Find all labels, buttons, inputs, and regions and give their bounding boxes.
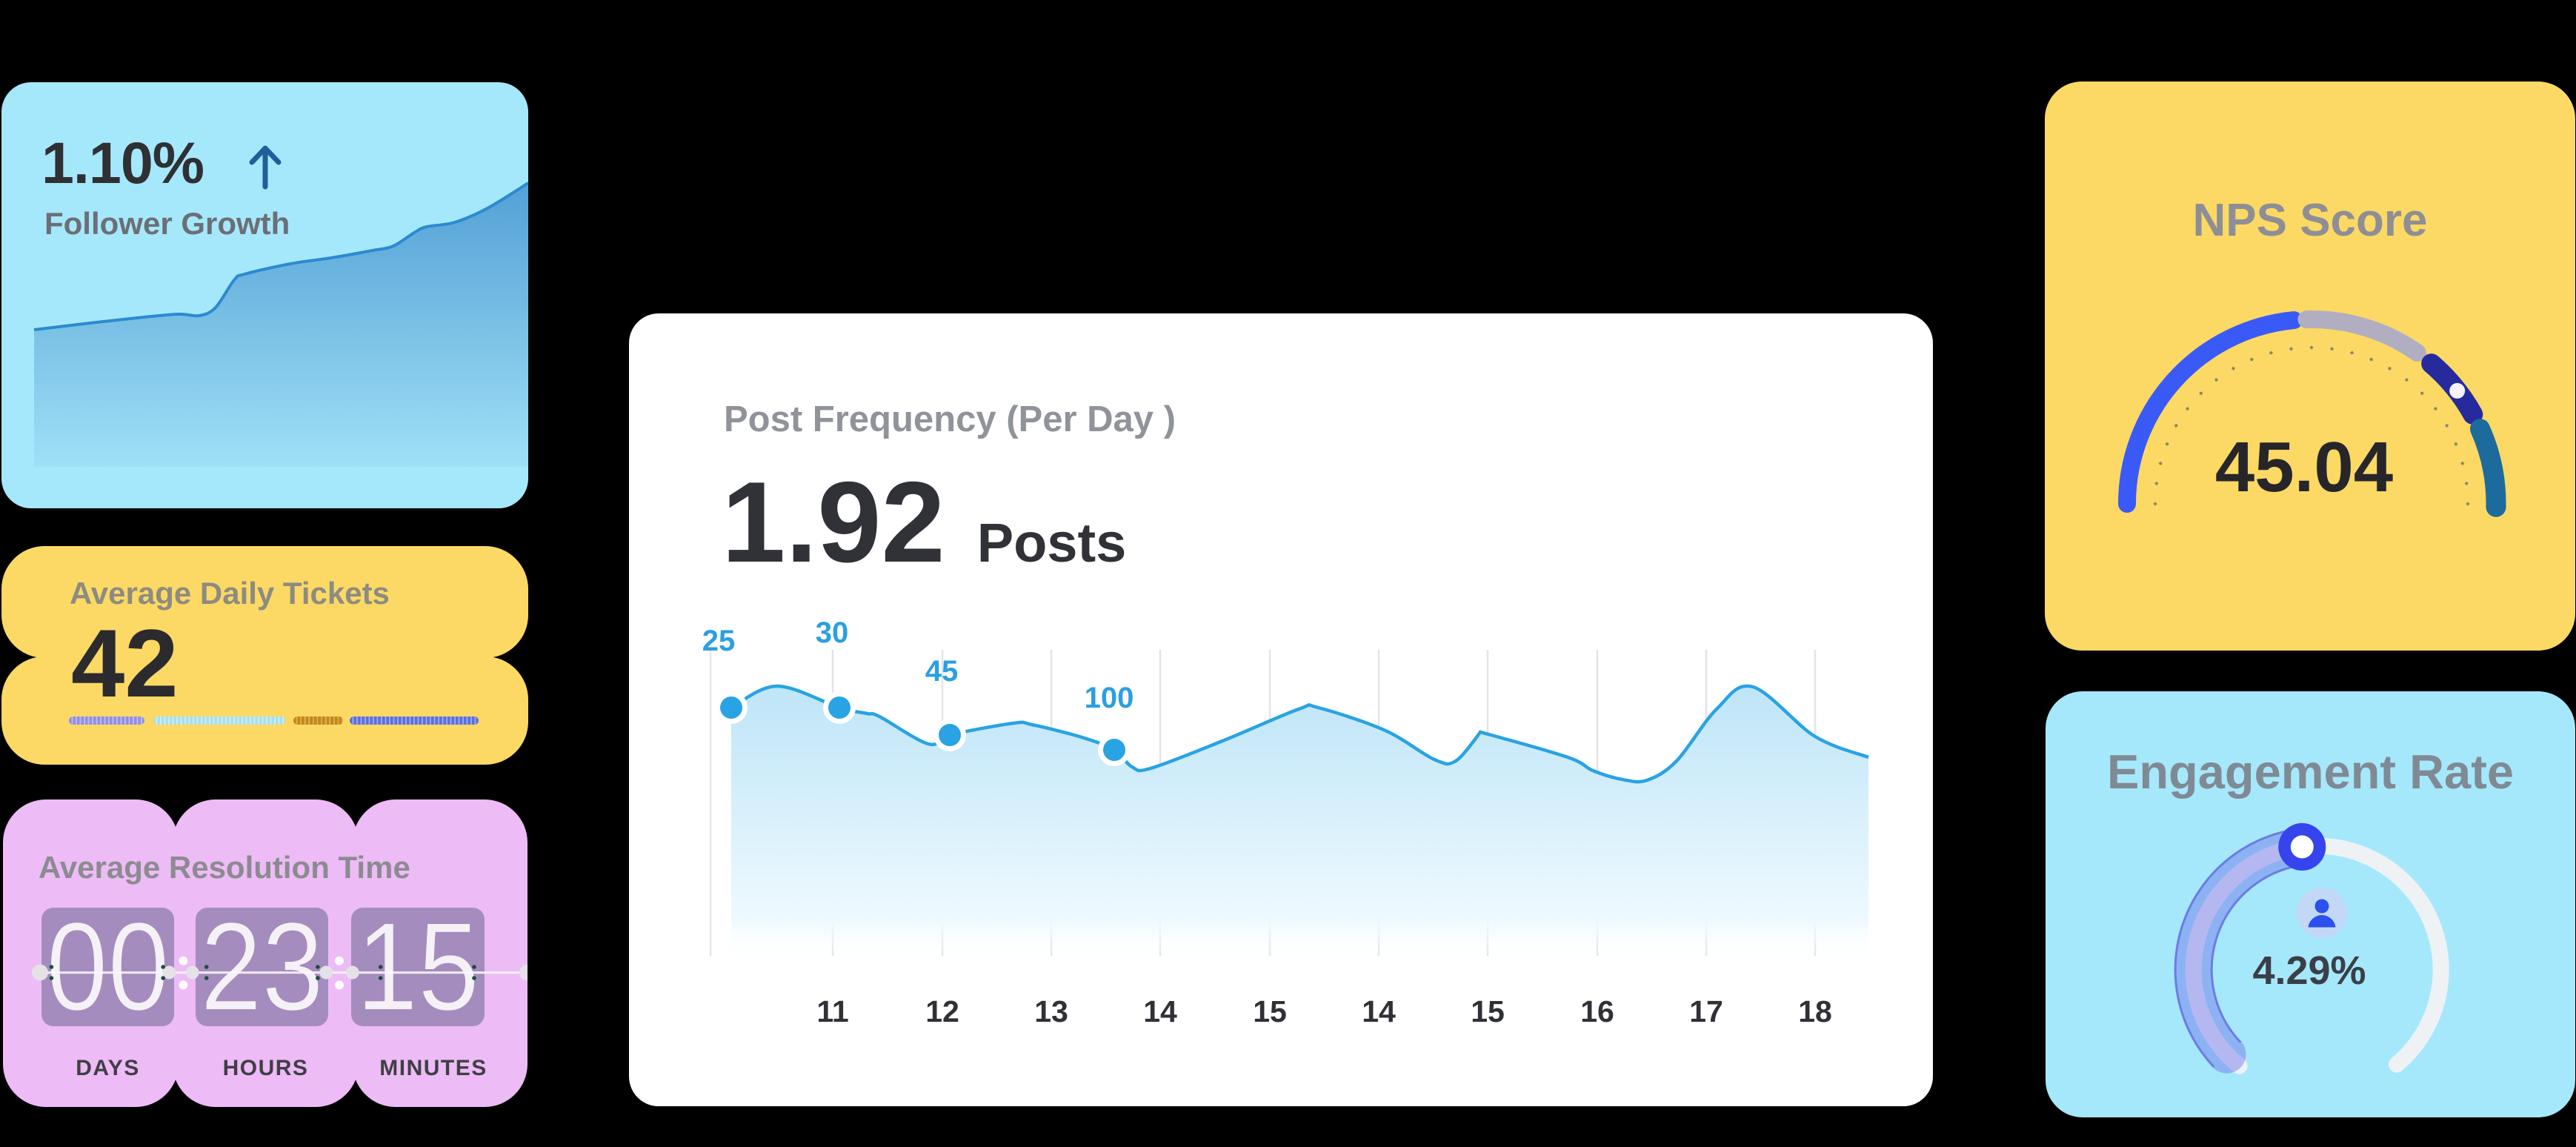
svg-text:15: 15 — [1253, 994, 1287, 1028]
svg-text:12: 12 — [925, 994, 959, 1028]
svg-text:14: 14 — [1362, 994, 1396, 1028]
svg-text:13: 13 — [1034, 994, 1068, 1028]
svg-text:15: 15 — [1471, 994, 1505, 1028]
svg-text:25: 25 — [702, 625, 736, 657]
svg-text:30: 30 — [816, 616, 849, 649]
svg-text:17: 17 — [1689, 994, 1723, 1028]
svg-text:100: 100 — [1085, 682, 1134, 714]
svg-text:45.04: 45.04 — [2215, 428, 2393, 507]
svg-text:45: 45 — [925, 655, 959, 688]
svg-text:18: 18 — [1798, 994, 1832, 1028]
svg-text:14: 14 — [1143, 994, 1177, 1028]
svg-text:16: 16 — [1580, 994, 1614, 1028]
svg-text:11: 11 — [816, 994, 848, 1028]
svg-text:4.29%: 4.29% — [2252, 948, 2366, 993]
